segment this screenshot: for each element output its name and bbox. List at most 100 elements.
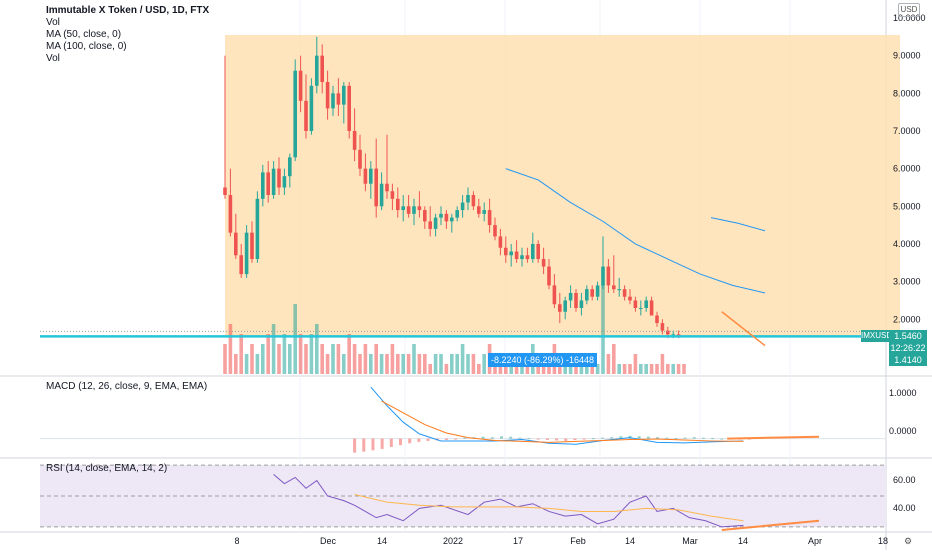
volume-bar (261, 344, 265, 374)
volume-bar (288, 344, 292, 374)
price-axis-label: 10.0000 (893, 13, 926, 23)
volume-bar (563, 364, 567, 374)
candle-body (342, 85, 346, 105)
time-axis-label: 2022 (443, 536, 463, 546)
candle-body (563, 300, 567, 312)
macd-histogram-bar (527, 438, 531, 440)
candle-body (250, 232, 254, 260)
candle (477, 198, 481, 218)
candle-body (309, 85, 314, 131)
candle (277, 157, 281, 196)
volume-bar (595, 364, 600, 374)
candle-body (423, 210, 427, 222)
candle-body (660, 323, 665, 331)
candle-body (266, 172, 270, 196)
currency-button[interactable]: USD (898, 3, 920, 17)
candle-body (558, 304, 562, 312)
candle-body (444, 213, 449, 222)
candle (531, 232, 535, 263)
low-badge: 1.4140 (889, 354, 927, 366)
macd-title[interactable]: MACD (12, 26, close, 9, EMA, EMA) (46, 381, 208, 392)
indicator-vol[interactable]: Vol (46, 17, 60, 28)
price-axis-label: 9.0000 (893, 51, 921, 61)
candle (298, 55, 303, 113)
macd-histogram-bar (362, 438, 366, 452)
macd-histogram-bar (701, 437, 705, 439)
candle (493, 217, 497, 241)
macd-histogram-bar (665, 437, 669, 439)
candle (374, 138, 378, 218)
candle-body (385, 183, 389, 192)
candle-body (304, 100, 308, 131)
rsi-title[interactable]: RSI (14, close, EMA, 14, 2) (46, 463, 168, 474)
settings-gear-icon[interactable]: ⚙ (903, 536, 913, 546)
price-axis-label: 5.0000 (893, 201, 921, 211)
price-axis-label: 7.0000 (893, 126, 921, 136)
candle-body (509, 251, 513, 256)
candle-body (655, 315, 659, 324)
candle (444, 210, 449, 229)
volume-bar (293, 304, 297, 374)
candle-body (498, 236, 503, 248)
measure-label: -8.2240 (-86.29%) -16448 (488, 353, 598, 367)
candle-body (568, 292, 573, 301)
candle (244, 225, 249, 278)
candle (563, 296, 567, 320)
candle-body (595, 285, 600, 297)
candle (363, 153, 368, 192)
candle (466, 187, 470, 211)
volume-bar (590, 364, 594, 374)
macd-histogram-bar (683, 437, 687, 439)
volume-bar (309, 334, 314, 374)
candle (536, 240, 540, 263)
indicator-ma100[interactable]: MA (100, close, 0) (46, 41, 127, 52)
candle-body (525, 255, 530, 260)
candle-body (282, 176, 287, 188)
candle (482, 202, 486, 222)
volume-bar (682, 364, 686, 374)
volume-bar (514, 364, 519, 374)
indicator-ma50[interactable]: MA (50, close, 0) (46, 29, 122, 40)
volume-bar (455, 354, 459, 374)
candle-body (536, 243, 540, 260)
candle-body (379, 183, 384, 207)
candle-body (347, 85, 351, 131)
candle-body (223, 187, 227, 196)
volume-bar (315, 324, 319, 374)
macd-signal-line (381, 400, 744, 443)
volume-bar (239, 334, 243, 374)
candle (331, 85, 335, 116)
candle (379, 172, 384, 211)
volume-bar (390, 344, 395, 374)
candle (568, 285, 573, 308)
candle-body (390, 191, 395, 199)
candle (649, 296, 654, 316)
candle-body (504, 247, 508, 256)
macd-histogram-bar (637, 436, 641, 439)
indicator-vol-2[interactable]: Vol (46, 53, 60, 64)
macd-histogram-bar (518, 437, 522, 439)
candle-body (547, 266, 551, 286)
candle (320, 44, 324, 94)
macd-histogram-bar (564, 438, 568, 441)
price-value: 1.5460 (894, 331, 922, 341)
candle (396, 187, 400, 218)
rsi-axis-40: 40.00 (893, 503, 916, 513)
candle (606, 259, 611, 293)
candle-body (433, 217, 438, 229)
time-axis-label: 14 (625, 536, 635, 546)
macd-histogram-bar (692, 437, 696, 439)
macd-histogram-bar (417, 438, 421, 442)
price-trend-line (721, 311, 766, 347)
volume-bar (396, 354, 400, 374)
volume-bar (234, 354, 238, 374)
volume-bar (525, 364, 530, 374)
candle-body (606, 266, 611, 286)
volume-bar (228, 324, 233, 374)
macd-trend-line (727, 435, 820, 440)
candle (450, 213, 454, 233)
candle (271, 161, 276, 199)
range-highlight-box (225, 34, 900, 337)
volume-bar (628, 364, 632, 374)
